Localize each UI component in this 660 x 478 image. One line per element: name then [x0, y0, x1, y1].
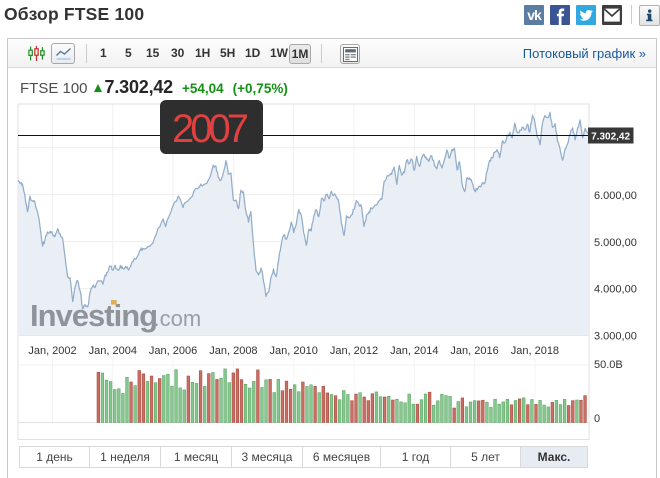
- svg-text:Jan, 2004: Jan, 2004: [89, 345, 137, 357]
- svg-text:Jan, 2006: Jan, 2006: [149, 345, 197, 357]
- svg-text:Jan, 2012: Jan, 2012: [330, 345, 378, 357]
- svg-text:Jan, 2002: Jan, 2002: [28, 345, 76, 357]
- svg-text:7.302,42: 7.302,42: [591, 132, 630, 143]
- svg-text:.com: .com: [154, 306, 202, 331]
- svg-text:5.000,00: 5.000,00: [594, 237, 637, 249]
- svg-text:Jan, 2010: Jan, 2010: [270, 345, 318, 357]
- svg-text:vk: vk: [527, 7, 542, 23]
- svg-text:Jan, 2008: Jan, 2008: [209, 345, 257, 357]
- svg-text:4.000,00: 4.000,00: [594, 284, 637, 296]
- svg-text:Jan, 2014: Jan, 2014: [390, 345, 438, 357]
- svg-text:Jan, 2018: Jan, 2018: [511, 345, 559, 357]
- svg-text:0: 0: [594, 413, 600, 425]
- svg-text:6.000,00: 6.000,00: [594, 190, 637, 202]
- svg-text:3.000,00: 3.000,00: [594, 331, 637, 343]
- svg-text:Investing: Investing: [30, 298, 157, 333]
- svg-text:50.0B: 50.0B: [594, 359, 623, 371]
- svg-text:Jan, 2016: Jan, 2016: [450, 345, 498, 357]
